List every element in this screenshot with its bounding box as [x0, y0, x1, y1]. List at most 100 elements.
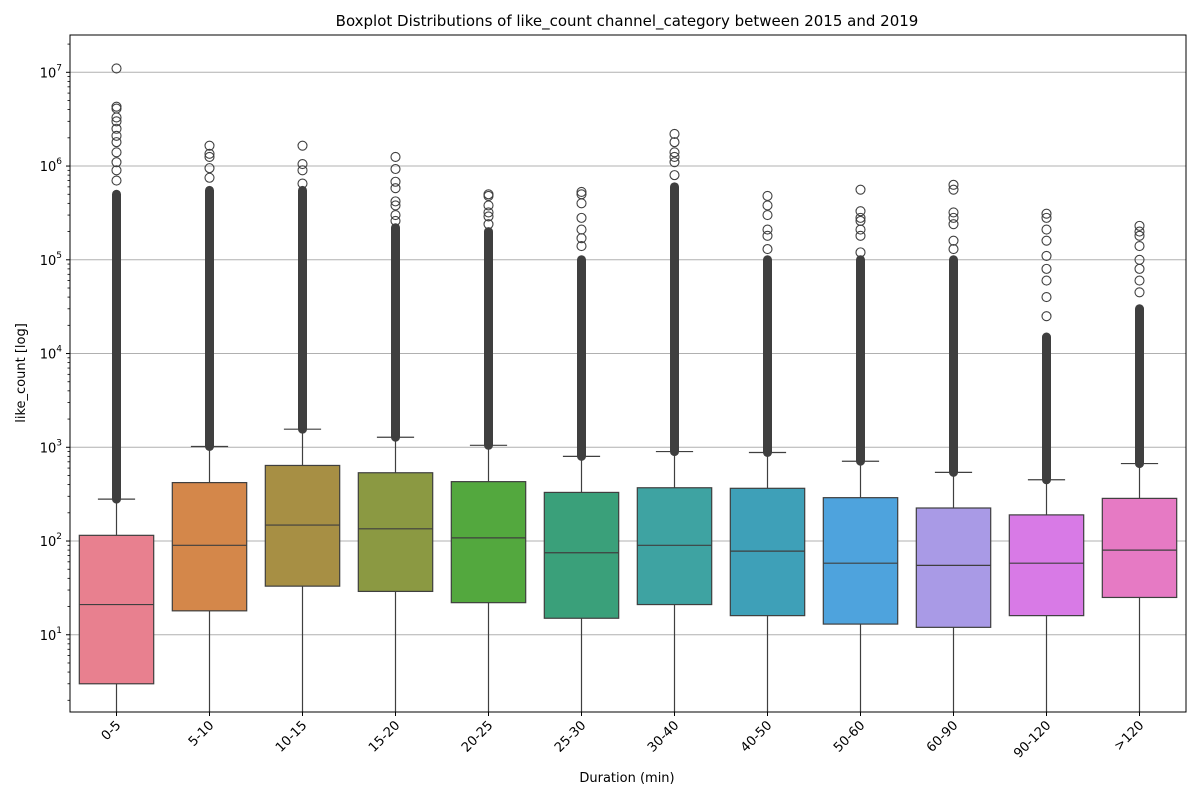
outlier-point — [855, 184, 866, 195]
outlier-point — [204, 151, 215, 163]
box-40-50 — [729, 487, 806, 617]
outlier-point — [1041, 208, 1052, 219]
outlier-point — [111, 101, 122, 112]
outlier-point — [948, 244, 959, 255]
outlier-point — [855, 230, 866, 241]
outlier-point — [483, 211, 494, 222]
outlier-point — [1041, 311, 1052, 322]
y-tick-label: 105 — [40, 251, 62, 269]
outlier-point — [1134, 263, 1145, 274]
outlier-point — [390, 215, 401, 226]
outlier-point — [1041, 212, 1052, 223]
box-group-5 — [450, 189, 527, 712]
box-group-2 — [171, 140, 248, 712]
box-group-3 — [264, 140, 341, 712]
outlier-point — [483, 207, 494, 218]
outlier-point — [297, 159, 308, 170]
outlier-point — [111, 130, 122, 141]
outlier-point — [576, 189, 587, 200]
outlier-point — [762, 230, 773, 241]
x-tick-label: 50-60 — [831, 718, 868, 755]
outlier-point — [1041, 292, 1052, 303]
outlier-point — [483, 219, 494, 230]
box-0-5 — [78, 534, 155, 685]
outlier-point — [483, 200, 494, 211]
x-tick-label: 20-25 — [459, 718, 496, 755]
outlier-point — [204, 163, 215, 174]
outlier-point — [390, 163, 401, 175]
x-tick-label: 60-90 — [924, 718, 961, 755]
outlier-point — [111, 103, 122, 114]
outlier-point — [855, 247, 866, 258]
x-tick-label: 5-10 — [186, 718, 217, 749]
box-group-1 — [78, 63, 155, 712]
box-group-6 — [543, 186, 620, 712]
outlier-point — [762, 210, 773, 221]
box-group-12 — [1101, 220, 1178, 712]
outlier-point — [762, 190, 773, 201]
outlier-point — [576, 212, 587, 223]
outlier-point — [762, 244, 773, 255]
outlier-point — [111, 123, 122, 134]
outlier-point — [762, 200, 773, 211]
outlier-point — [1134, 275, 1145, 286]
box-60-90 — [915, 507, 992, 628]
box-group-4 — [357, 151, 434, 712]
plot-frame — [69, 34, 1187, 713]
outlier-point — [948, 207, 959, 218]
x-tick-label: 40-50 — [738, 718, 775, 755]
outlier-point — [390, 210, 401, 221]
outlier-point — [855, 212, 866, 223]
box-group-11 — [1008, 208, 1085, 712]
x-tick-label: 10-15 — [273, 718, 310, 755]
outlier-point — [297, 165, 308, 176]
outlier-point — [855, 224, 866, 235]
outlier-point — [111, 116, 122, 127]
box-30-40 — [636, 487, 713, 606]
y-tick-label: 103 — [40, 438, 62, 456]
outlier-point — [390, 200, 401, 211]
outlier-point — [1041, 235, 1052, 246]
x-tick-label: 30-40 — [645, 718, 682, 755]
outlier-point — [1134, 241, 1145, 252]
outlier-point — [111, 157, 122, 168]
y-tick-label: 101 — [40, 626, 62, 644]
outlier-point — [855, 215, 866, 226]
outlier-point — [111, 175, 122, 186]
outlier-point — [576, 186, 587, 197]
y-axis-label: like_count [log] — [14, 323, 29, 423]
outlier-point — [390, 176, 401, 187]
outlier-point — [111, 147, 122, 158]
outlier-point — [1134, 254, 1145, 265]
outlier-point — [855, 206, 866, 217]
x-axis-label: Duration (min) — [579, 771, 674, 786]
outlier-point — [762, 224, 773, 235]
box-90-120 — [1008, 514, 1085, 617]
chart-title: Boxplot Distributions of like_count chan… — [336, 12, 919, 31]
box-group-7 — [636, 128, 713, 712]
box-25-30 — [543, 491, 620, 619]
outlier-point — [297, 140, 308, 151]
outlier-point — [669, 137, 680, 148]
outlier-point — [111, 63, 122, 74]
outlier-point — [576, 241, 587, 252]
box-group-9 — [822, 184, 899, 712]
outlier-point — [669, 147, 680, 158]
outlier-point — [948, 219, 959, 230]
box-50-60 — [822, 497, 899, 625]
outlier-point — [1041, 224, 1052, 235]
outlier-point — [204, 172, 215, 183]
box-group-8 — [729, 190, 806, 712]
outlier-point — [669, 170, 680, 181]
outlier-point — [111, 165, 122, 176]
outlier-point — [204, 140, 215, 151]
outlier-point — [669, 128, 680, 139]
outlier-point — [297, 178, 308, 189]
outlier-point — [1134, 287, 1145, 298]
x-tick-label: 90-120 — [1011, 718, 1054, 761]
y-tick-label: 102 — [40, 532, 62, 550]
y-tick-label: 104 — [40, 345, 63, 363]
box-15-20 — [357, 472, 434, 593]
